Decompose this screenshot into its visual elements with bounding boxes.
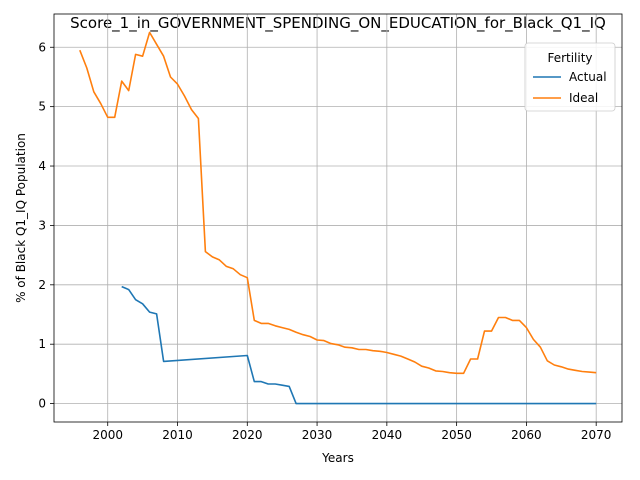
x-tick-label: 2050 <box>441 428 472 442</box>
x-axis-ticks: 2000 2010 2020 2030 2040 2050 2060 2070 <box>92 422 611 442</box>
y-tick-label: 4 <box>38 159 46 173</box>
y-tick-label: 0 <box>38 397 46 411</box>
legend: Fertility Actual Ideal <box>524 42 616 112</box>
x-tick-label: 2060 <box>511 428 542 442</box>
legend-label-ideal: Ideal <box>569 91 598 105</box>
legend-label-actual: Actual <box>569 70 607 84</box>
x-tick-label: 2000 <box>92 428 123 442</box>
y-tick-label: 3 <box>38 218 46 232</box>
data-series <box>79 31 597 405</box>
legend-box <box>524 42 616 112</box>
x-axis-label: Years <box>321 451 354 465</box>
series-line-actual <box>121 285 597 405</box>
legend-title: Fertility <box>547 51 592 65</box>
chart-title: Score_1_in_GOVERNMENT_SPENDING_ON_EDUCAT… <box>70 14 606 33</box>
y-axis-label: % of Black Q1_IQ Population <box>14 133 28 303</box>
x-tick-label: 2030 <box>302 428 333 442</box>
plot-frame <box>53 13 623 423</box>
x-tick-label: 2040 <box>372 428 403 442</box>
y-tick-label: 1 <box>38 337 46 351</box>
x-tick-label: 2070 <box>581 428 612 442</box>
series-line-ideal <box>79 31 597 375</box>
y-axis-ticks: 0 1 2 3 4 5 6 <box>38 40 54 411</box>
y-tick-label: 2 <box>38 278 46 292</box>
y-tick-label: 5 <box>38 100 46 114</box>
x-tick-label: 2020 <box>232 428 263 442</box>
x-tick-label: 2010 <box>162 428 193 442</box>
y-tick-label: 6 <box>38 40 46 54</box>
